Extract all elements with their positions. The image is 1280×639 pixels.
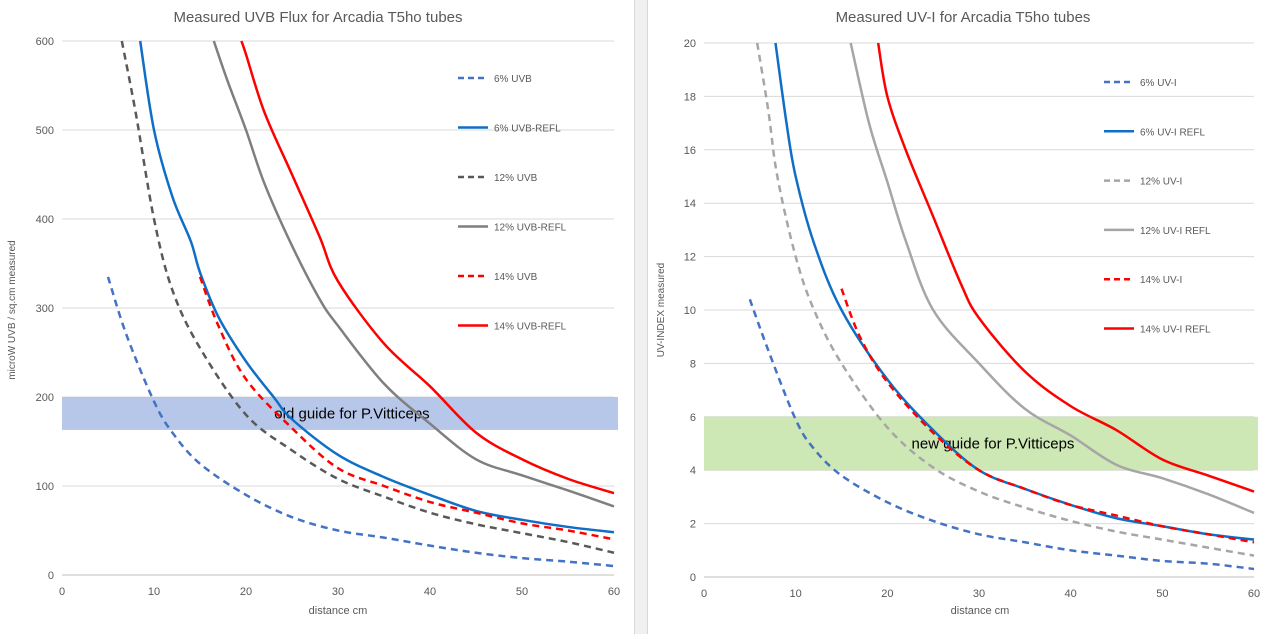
series-line-6-uv-i	[748, 298, 1255, 571]
y-tick-label: 4	[690, 465, 696, 477]
y-tick-label: 0	[48, 570, 54, 582]
x-tick-label: 30	[332, 586, 344, 598]
legend-label: 6% UV-I REFL	[1140, 127, 1205, 138]
series-line-12-uvb-refl	[212, 40, 615, 508]
x-tick-label: 60	[1248, 588, 1260, 600]
y-tick-label: 0	[690, 572, 696, 584]
x-tick-label: 60	[608, 586, 620, 598]
series-line-14-uv-i-refl	[876, 42, 1255, 493]
x-tick-label: 0	[59, 586, 65, 598]
y-tick-label: 300	[36, 303, 54, 315]
panel-divider	[634, 0, 648, 634]
series-line-6-uvb	[106, 276, 615, 568]
legend-label: 12% UVB	[494, 173, 538, 184]
legend-label: 6% UV-I	[1140, 78, 1177, 89]
y-tick-label: 400	[36, 214, 54, 226]
series-line-14-uvb	[198, 276, 615, 541]
guide-band-label: new guide for P.Vitticeps	[912, 436, 1075, 453]
x-tick-label: 20	[240, 586, 252, 598]
y-tick-label: 16	[684, 145, 696, 157]
x-tick-label: 10	[148, 586, 160, 598]
x-tick-label: 50	[516, 586, 528, 598]
y-tick-label: 100	[36, 481, 54, 493]
y-tick-label: 2	[690, 519, 696, 531]
y-tick-label: 10	[684, 305, 696, 317]
x-tick-label: 0	[701, 588, 707, 600]
y-tick-label: 20	[684, 38, 696, 50]
legend-label: 14% UV-I	[1140, 275, 1182, 286]
y-tick-label: 8	[690, 358, 696, 370]
y-tick-label: 18	[684, 91, 696, 103]
uvb-flux-chart: Measured UVB Flux for Arcadia T5ho tubes…	[7, 9, 620, 617]
y-tick-label: 600	[36, 36, 54, 48]
uvb-flux-chart-panel: Measured UVB Flux for Arcadia T5ho tubes…	[0, 0, 634, 634]
x-tick-label: 20	[881, 588, 893, 600]
legend-label: 14% UV-I REFL	[1140, 325, 1211, 336]
guide-band-label: old guide for P.Vitticeps	[274, 405, 429, 422]
x-tick-label: 40	[1065, 588, 1077, 600]
chart-title: Measured UV-I for Arcadia T5ho tubes	[836, 9, 1091, 26]
y-tick-label: 200	[36, 392, 54, 404]
x-axis-label: distance cm	[309, 605, 368, 617]
legend-label: 12% UV-I REFL	[1140, 226, 1211, 237]
series-line-12-uv-i-refl	[849, 42, 1255, 515]
y-tick-label: 500	[36, 125, 54, 137]
legend-label: 12% UV-I	[1140, 177, 1182, 188]
x-tick-label: 10	[790, 588, 802, 600]
series-line-12-uv-i	[755, 42, 1255, 557]
y-tick-label: 14	[684, 198, 696, 210]
legend-label: 6% UVB-REFL	[494, 124, 561, 135]
legend-label: 12% UVB-REFL	[494, 223, 567, 234]
chart-title: Measured UVB Flux for Arcadia T5ho tubes	[173, 9, 462, 26]
uv-index-chart: Measured UV-I for Arcadia T5ho tubes new…	[656, 9, 1260, 617]
uv-index-chart-panel: Measured UV-I for Arcadia T5ho tubes new…	[648, 0, 1280, 634]
x-axis-label: distance cm	[951, 605, 1010, 617]
y-axis-label: microW UVB / sq.cm measured	[7, 240, 18, 379]
x-tick-label: 40	[424, 586, 436, 598]
legend-label: 6% UVB	[494, 74, 532, 85]
series-line-6-uvb-refl	[138, 40, 615, 534]
y-axis-label: UV-INDEX measured	[656, 263, 667, 357]
series-line-14-uvb-refl	[240, 40, 615, 495]
legend-label: 14% UVB	[494, 272, 538, 283]
y-tick-label: 6	[690, 412, 696, 424]
x-tick-label: 30	[973, 588, 985, 600]
legend-label: 14% UVB-REFL	[494, 322, 567, 333]
x-tick-label: 50	[1156, 588, 1168, 600]
y-tick-label: 12	[684, 252, 696, 264]
series-line-12-uvb	[120, 40, 615, 554]
series-line-14-uv-i	[840, 288, 1255, 544]
